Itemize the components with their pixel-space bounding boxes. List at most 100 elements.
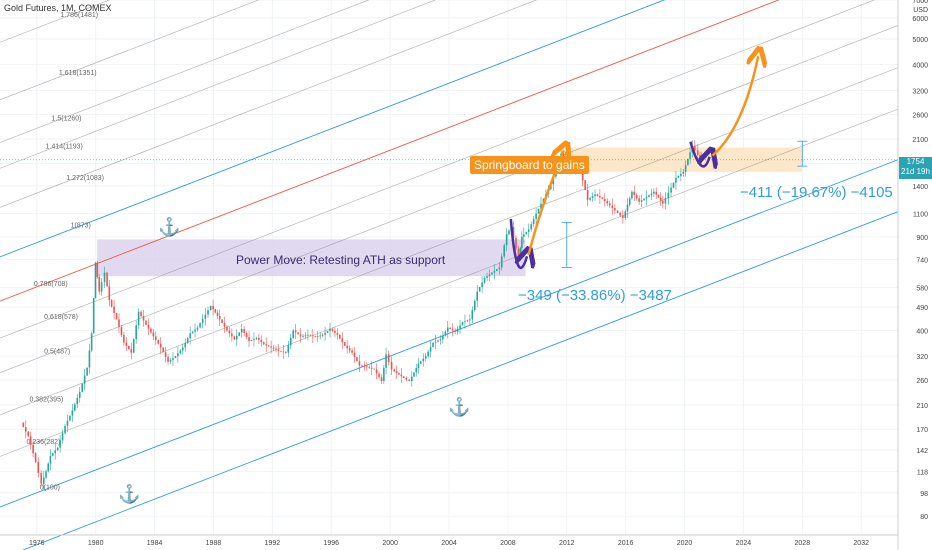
candle-body (174, 356, 177, 359)
candle-body (633, 191, 636, 196)
candle-body (422, 358, 425, 362)
candle-body (189, 333, 191, 339)
candle-body (589, 197, 591, 200)
fib-label: 0.618(578) (44, 314, 78, 321)
candle-body (398, 372, 400, 375)
candle-body (218, 316, 221, 320)
candle-body (699, 154, 701, 158)
fib-label: 0.786(708) (34, 281, 68, 288)
candle-body (655, 191, 658, 195)
zone-power-move (97, 239, 526, 277)
y-tick-label: 4000 (912, 63, 928, 70)
fib-label: 1.5(1260) (52, 116, 82, 123)
candle-body (464, 321, 466, 323)
candle-body (253, 338, 255, 340)
fib-label: 0.382(395) (29, 397, 63, 404)
candle-body (240, 328, 243, 333)
candle-body (135, 325, 137, 340)
candle-body (687, 158, 689, 166)
candle-body (385, 354, 387, 368)
price-axis (898, 0, 932, 550)
candle-body (191, 331, 194, 334)
candle-body (181, 347, 184, 351)
candle-body (596, 194, 599, 196)
candle-body (159, 343, 162, 348)
candle-body (115, 313, 118, 320)
candle-body (292, 330, 294, 338)
x-tick-label: 2016 (618, 540, 634, 547)
candle-body (92, 297, 95, 334)
y-tick-label: 98 (920, 491, 928, 498)
candle-body (380, 377, 383, 382)
candle-body (387, 354, 390, 362)
candle-body (395, 371, 398, 373)
candle-body (408, 379, 411, 382)
candle-body (155, 336, 157, 341)
candle-body (221, 319, 223, 324)
candle-body (488, 274, 491, 277)
x-tick-label: 2032 (853, 540, 869, 547)
current-price-tag: 1754 21d 19h (899, 157, 932, 179)
candle-body (405, 377, 408, 380)
candle-body (329, 328, 331, 331)
candle-body (83, 375, 86, 384)
candle-body (120, 327, 123, 335)
candle-body (378, 373, 380, 378)
y-tick-label: 3200 (912, 88, 928, 95)
candle-body (451, 329, 454, 331)
candle-body (47, 463, 50, 472)
candle-body (599, 195, 601, 198)
y-tick-label: 80 (920, 514, 928, 521)
candle-body (473, 300, 476, 311)
candle-body (581, 170, 584, 181)
arrow-dip-2008 (509, 218, 527, 270)
candle-body (90, 333, 93, 351)
candle-body (694, 145, 696, 151)
candle-body (307, 334, 309, 336)
candle-body (137, 311, 140, 326)
y-tick-label: 2100 (912, 137, 928, 144)
candle-body (346, 345, 348, 349)
candle-body (324, 332, 326, 335)
candle-body (255, 337, 258, 339)
candle-body (142, 316, 145, 321)
candle-body (348, 348, 351, 351)
candle-body (675, 177, 677, 183)
candle-body (110, 300, 113, 307)
candle-body (64, 425, 66, 434)
y-tick-label: 142 (916, 448, 928, 455)
candle-body (390, 361, 393, 370)
candle-body (42, 477, 45, 484)
candle-body (496, 269, 498, 271)
candle-body (508, 230, 510, 235)
candle-body (267, 345, 270, 347)
candle-body (505, 234, 508, 246)
candle-body (638, 198, 640, 202)
candle-body (164, 352, 167, 357)
candle-body (439, 339, 442, 341)
candle-body (411, 376, 413, 382)
candle-body (130, 349, 133, 353)
candle-body (503, 245, 506, 257)
y-tick-label: 260 (916, 378, 928, 385)
candle-body (321, 334, 324, 336)
fib-line (0, 25, 899, 373)
candle-body (260, 339, 263, 343)
candle-body (413, 372, 415, 377)
candle-body (653, 191, 655, 194)
candle-body (432, 342, 434, 348)
fib-label: 1(873) (71, 223, 91, 230)
candle-body (640, 200, 643, 202)
x-tick-label: 2004 (441, 540, 457, 547)
candle-body (209, 305, 212, 311)
candle-body (331, 328, 334, 331)
candle-body (299, 334, 302, 337)
candle-body (469, 319, 471, 321)
fib-line (0, 0, 370, 143)
candle-body (368, 366, 371, 368)
candle-body (461, 322, 464, 326)
candle-body (476, 291, 479, 301)
candle-body (521, 236, 523, 249)
